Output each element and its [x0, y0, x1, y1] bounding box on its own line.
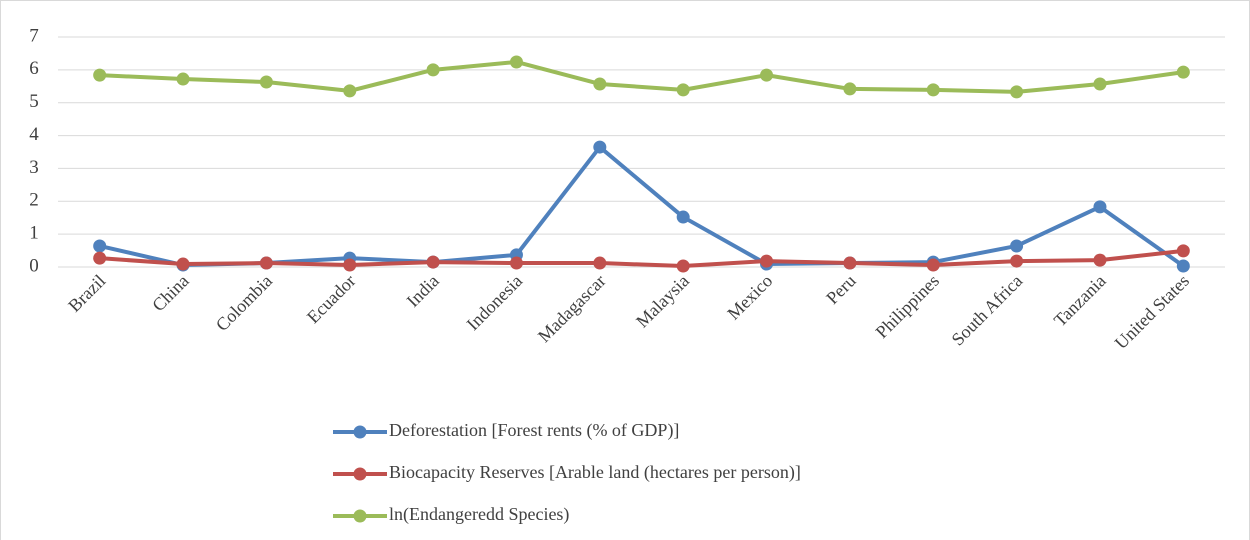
data-point [676, 259, 690, 273]
legend-marker [353, 509, 367, 523]
data-point [760, 254, 774, 268]
data-point [426, 255, 440, 269]
data-point [926, 258, 940, 272]
data-point [176, 72, 190, 86]
data-point [509, 55, 523, 69]
legend-marker [353, 467, 367, 481]
y-tick-label: 4 [29, 124, 39, 145]
legend-label: ln(Endangeredd Species) [389, 504, 569, 525]
data-point [593, 77, 607, 91]
series-line [99, 248, 1184, 269]
data-point [1010, 254, 1024, 268]
y-tick-label: 5 [29, 91, 39, 112]
data-point [259, 75, 273, 89]
data-point [343, 258, 357, 272]
data-point [1176, 259, 1190, 273]
data-point [843, 256, 857, 270]
legend-label: Biocapacity Reserves [Arable land (hecta… [389, 462, 801, 483]
data-point [1010, 239, 1024, 253]
data-point [1093, 77, 1107, 91]
legend-label: Deforestation [Forest rents (% of GDP)] [389, 420, 679, 441]
y-tick-label: 7 [29, 25, 39, 46]
data-point [760, 68, 774, 82]
y-tick-label: 2 [29, 190, 39, 211]
data-point [1176, 244, 1190, 258]
y-tick-label: 3 [29, 157, 39, 178]
legend-marker [353, 425, 367, 439]
data-point [843, 82, 857, 96]
data-point [93, 239, 107, 253]
data-point [93, 68, 107, 82]
data-point [259, 256, 273, 270]
y-tick-label: 6 [29, 58, 39, 79]
data-point [343, 84, 357, 98]
data-point [593, 140, 607, 154]
data-point [1093, 253, 1107, 267]
data-point [926, 83, 940, 97]
data-point [676, 83, 690, 97]
data-point [1176, 65, 1190, 79]
series-line [99, 59, 1184, 94]
data-point [176, 257, 190, 271]
data-point [93, 251, 107, 265]
y-tick-label: 1 [29, 223, 39, 244]
data-point [593, 256, 607, 270]
y-tick-label: 0 [29, 255, 39, 276]
data-point [426, 63, 440, 77]
data-point [676, 210, 690, 224]
data-point [1093, 200, 1107, 214]
data-point [1010, 85, 1024, 99]
data-point [509, 256, 523, 270]
